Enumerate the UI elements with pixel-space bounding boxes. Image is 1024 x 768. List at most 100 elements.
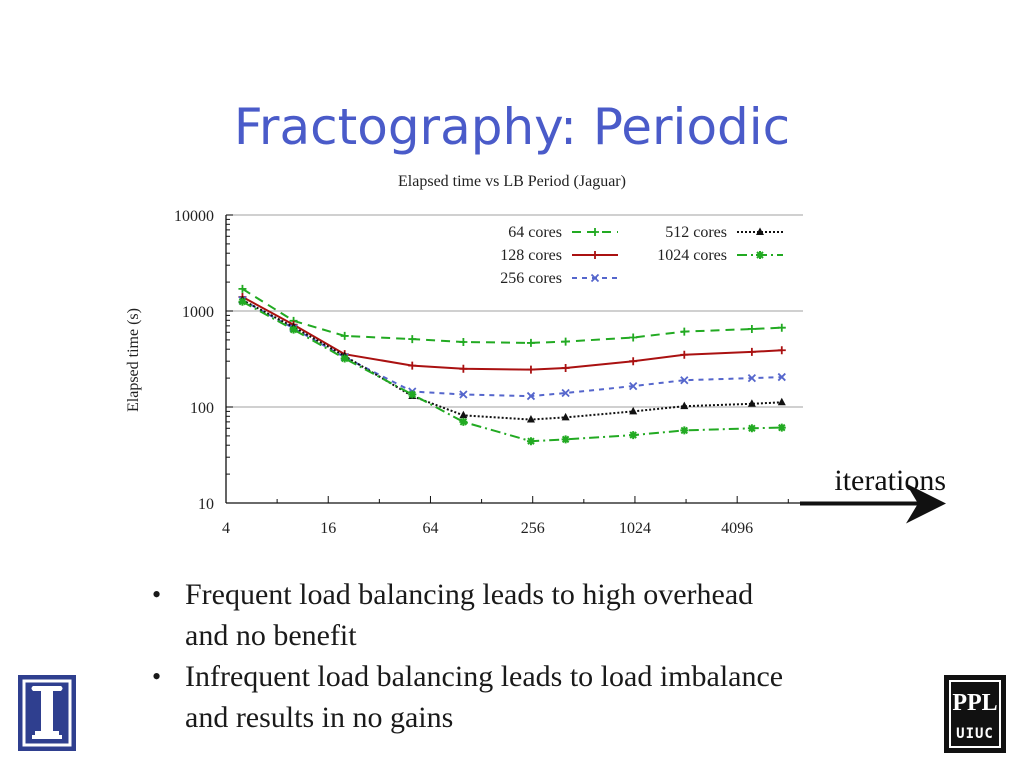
data-point bbox=[561, 337, 570, 346]
y-axis-label: Elapsed time (s) bbox=[125, 308, 142, 412]
series-64-cores bbox=[238, 284, 786, 347]
legend-item: 1024 cores bbox=[657, 247, 783, 264]
data-point bbox=[340, 331, 349, 340]
data-point bbox=[747, 347, 756, 356]
data-point bbox=[238, 284, 247, 293]
series-line bbox=[241, 288, 782, 344]
data-point bbox=[777, 346, 786, 355]
legend-label: 128 cores bbox=[500, 247, 562, 264]
data-point bbox=[561, 388, 570, 398]
chart-axes bbox=[225, 214, 803, 504]
ppl-logo: PPL UIUC bbox=[944, 675, 1006, 753]
bullet-dot-icon: • bbox=[152, 580, 162, 609]
data-point bbox=[629, 333, 638, 342]
legend-item: 64 cores bbox=[508, 224, 618, 241]
data-point bbox=[591, 251, 599, 259]
series-line bbox=[242, 299, 782, 398]
series-line bbox=[242, 299, 782, 421]
data-point bbox=[459, 338, 468, 347]
legend-label: 512 cores bbox=[665, 224, 727, 241]
data-point bbox=[408, 335, 417, 344]
grid-lines bbox=[226, 214, 803, 408]
data-point bbox=[629, 381, 638, 391]
data-point bbox=[629, 406, 638, 415]
iterations-annotation: iterations bbox=[834, 464, 946, 497]
data-point bbox=[756, 227, 764, 235]
column-icon bbox=[22, 679, 72, 747]
data-point bbox=[289, 325, 298, 334]
slide-title: Fractography: Periodic bbox=[233, 98, 791, 156]
data-point bbox=[747, 399, 756, 407]
bullet-list: • Frequent load balancing leads to high … bbox=[150, 574, 790, 738]
data-point bbox=[561, 435, 570, 444]
data-point bbox=[238, 297, 247, 306]
data-point bbox=[629, 431, 638, 440]
data-point bbox=[459, 390, 468, 399]
x-tick-label: 1024 bbox=[619, 520, 651, 537]
bullet-text: Infrequent load balancing leads to load … bbox=[185, 660, 784, 734]
data-point bbox=[408, 390, 417, 399]
data-point bbox=[680, 376, 689, 385]
data-point bbox=[561, 412, 570, 421]
ppl-logo-top: PPL bbox=[952, 690, 998, 716]
data-point bbox=[747, 324, 756, 333]
y-tick-label: 10000 bbox=[174, 208, 214, 225]
data-point bbox=[590, 273, 600, 283]
chart-title: Elapsed time vs LB Period (Jaguar) bbox=[398, 173, 626, 190]
data-point bbox=[680, 401, 689, 410]
elapsed-time-chart: Elapsed time vs LB Period (Jaguar) Elaps… bbox=[125, 173, 946, 537]
series-line bbox=[242, 300, 782, 443]
bullet-text: Frequent load balancing leads to high ov… bbox=[185, 578, 754, 652]
data-point bbox=[561, 363, 570, 372]
x-tick-label: 4 bbox=[222, 520, 230, 537]
university-logo bbox=[18, 675, 76, 751]
data-point bbox=[459, 417, 468, 426]
bullet-dot-icon: • bbox=[152, 662, 162, 691]
data-point bbox=[459, 364, 468, 373]
data-point bbox=[526, 415, 535, 423]
data-point bbox=[526, 437, 535, 446]
series-256-cores bbox=[238, 295, 786, 401]
series-lines bbox=[238, 284, 786, 446]
ppl-logo-bottom: UIUC bbox=[956, 726, 994, 742]
legend-label: 64 cores bbox=[508, 224, 562, 241]
data-point bbox=[680, 426, 689, 435]
legend-item: 512 cores bbox=[665, 224, 783, 241]
x-tick-label: 64 bbox=[422, 520, 438, 537]
data-point bbox=[526, 338, 535, 347]
legend-item: 256 cores bbox=[500, 270, 618, 287]
data-point bbox=[777, 397, 786, 406]
data-point bbox=[408, 361, 417, 370]
series-512-cores bbox=[238, 295, 786, 423]
series-1024-cores bbox=[238, 297, 786, 446]
data-point bbox=[340, 354, 349, 363]
x-tick-label: 16 bbox=[320, 520, 336, 537]
data-point bbox=[526, 391, 536, 401]
data-point bbox=[777, 372, 786, 382]
y-tick-label: 100 bbox=[190, 400, 214, 417]
data-point bbox=[526, 365, 535, 374]
legend-label: 256 cores bbox=[500, 270, 562, 287]
tick-labels: 10 100 1000 10000 4 16 64 256 1024 4096 bbox=[174, 208, 753, 537]
data-point bbox=[747, 424, 756, 433]
bullet-item: • Infrequent load balancing leads to loa… bbox=[150, 656, 790, 738]
data-point bbox=[680, 327, 689, 336]
data-point bbox=[777, 423, 786, 432]
data-point bbox=[591, 228, 599, 236]
x-tick-label: 256 bbox=[521, 520, 545, 537]
x-tick-label: 4096 bbox=[721, 520, 753, 537]
data-point bbox=[629, 357, 638, 366]
ppl-logo-frame: PPL UIUC bbox=[949, 680, 1001, 748]
y-tick-label: 10 bbox=[198, 496, 214, 513]
series-128-cores bbox=[238, 292, 786, 374]
data-point bbox=[777, 323, 786, 332]
legend-item: 128 cores bbox=[500, 247, 618, 264]
series-line bbox=[242, 296, 782, 371]
bullet-item: • Frequent load balancing leads to high … bbox=[150, 574, 790, 656]
legend-label: 1024 cores bbox=[657, 247, 727, 264]
data-point bbox=[680, 350, 689, 359]
data-point bbox=[747, 373, 757, 383]
y-tick-label: 1000 bbox=[182, 304, 214, 321]
data-point bbox=[756, 251, 764, 259]
data-point bbox=[459, 410, 468, 419]
